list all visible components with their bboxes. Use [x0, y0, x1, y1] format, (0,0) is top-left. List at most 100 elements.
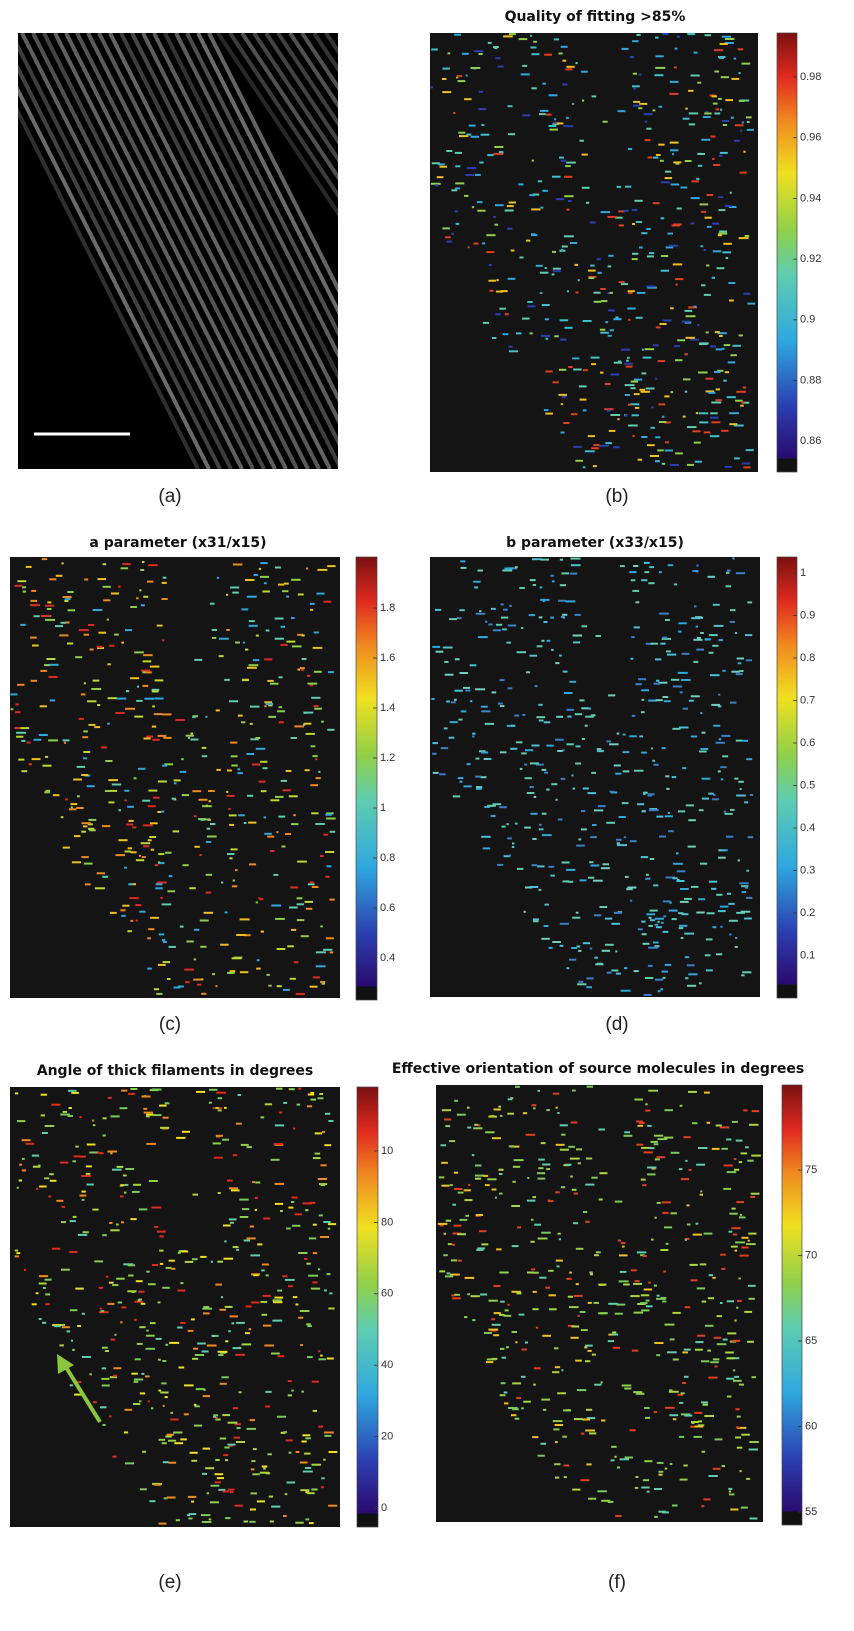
speckle — [120, 1321, 122, 1323]
speckle — [680, 1105, 683, 1107]
speckle — [318, 1426, 323, 1428]
speckle — [330, 951, 334, 953]
speckle — [101, 747, 107, 749]
speckle — [487, 1178, 496, 1180]
speckle — [83, 751, 90, 753]
speckle — [490, 1115, 494, 1117]
speckle — [205, 1467, 214, 1469]
speckle — [281, 644, 288, 646]
colorbar-tick-label: 1.4 — [380, 702, 395, 714]
speckle — [479, 53, 483, 55]
speckle — [670, 307, 674, 309]
speckle — [215, 1481, 221, 1483]
speckle — [84, 682, 86, 684]
speckle — [262, 1314, 268, 1316]
speckle — [504, 567, 513, 569]
speckle — [632, 40, 639, 42]
speckle — [642, 372, 647, 374]
speckle — [727, 1396, 732, 1398]
speckle — [568, 1146, 575, 1148]
speckle — [734, 778, 738, 780]
speckle — [542, 304, 550, 306]
speckle — [683, 416, 686, 418]
speckle — [200, 1256, 206, 1258]
speckle — [559, 157, 564, 159]
speckle — [656, 326, 661, 328]
speckle — [464, 1316, 467, 1318]
speckle — [501, 290, 508, 292]
speckle — [628, 148, 632, 150]
speckle — [519, 1314, 525, 1316]
speckle — [597, 750, 604, 752]
speckle — [636, 1393, 645, 1395]
speckle — [284, 583, 289, 585]
speckle — [596, 1251, 601, 1253]
speckle — [585, 1345, 593, 1347]
speckle — [32, 758, 41, 760]
speckle — [219, 638, 229, 640]
speckle — [318, 1178, 327, 1180]
speckle — [623, 1284, 630, 1286]
speckle — [670, 81, 679, 83]
speckle — [636, 683, 642, 685]
speckle — [701, 139, 710, 141]
speckle — [704, 1415, 714, 1417]
speckle — [220, 1309, 227, 1311]
speckle — [488, 280, 496, 282]
speckle — [300, 667, 305, 669]
speckle — [469, 125, 476, 127]
speckle — [450, 721, 458, 723]
speckle — [216, 1092, 226, 1094]
speckle — [500, 705, 505, 707]
speckle — [82, 1199, 85, 1201]
speckle — [730, 809, 735, 811]
speckle — [578, 1162, 581, 1164]
speckle — [121, 1306, 126, 1308]
speckle — [551, 575, 554, 577]
speckle — [562, 84, 567, 86]
speckle — [45, 619, 55, 621]
speckle — [694, 1436, 702, 1438]
speckle — [529, 614, 535, 616]
speckle — [99, 1287, 103, 1289]
speckle — [566, 600, 576, 602]
speckle — [557, 1112, 559, 1114]
speckle — [734, 1169, 739, 1171]
speckle — [289, 795, 298, 797]
speckle — [679, 1436, 684, 1438]
speckle — [494, 1312, 501, 1314]
speckle — [661, 255, 668, 257]
speckle — [717, 1343, 727, 1345]
speckle — [149, 1500, 155, 1502]
speckle — [184, 1384, 194, 1386]
speckle — [578, 950, 581, 952]
speckle — [81, 774, 88, 776]
speckle — [125, 708, 135, 710]
speckle — [645, 878, 647, 880]
speckle — [731, 1246, 738, 1248]
speckle — [566, 709, 574, 711]
speckle — [542, 813, 547, 815]
speckle — [488, 42, 492, 44]
speckle — [10, 693, 17, 695]
speckle — [477, 201, 483, 203]
speckle — [545, 267, 547, 269]
speckle — [508, 133, 515, 135]
speckle — [742, 1237, 749, 1239]
speckle — [597, 963, 603, 965]
speckle — [552, 941, 561, 943]
speckle — [315, 823, 325, 825]
speckle — [623, 734, 626, 736]
speckle — [667, 654, 676, 656]
speckle — [533, 41, 537, 43]
speckle — [641, 1309, 649, 1311]
speckle — [641, 579, 647, 581]
speckle — [524, 911, 526, 913]
speckle — [493, 629, 501, 631]
speckle — [700, 1190, 702, 1192]
speckle — [42, 1322, 46, 1324]
speckle — [138, 1300, 141, 1302]
speckle — [726, 1139, 731, 1141]
speckle — [743, 387, 747, 389]
speckle — [712, 223, 719, 225]
